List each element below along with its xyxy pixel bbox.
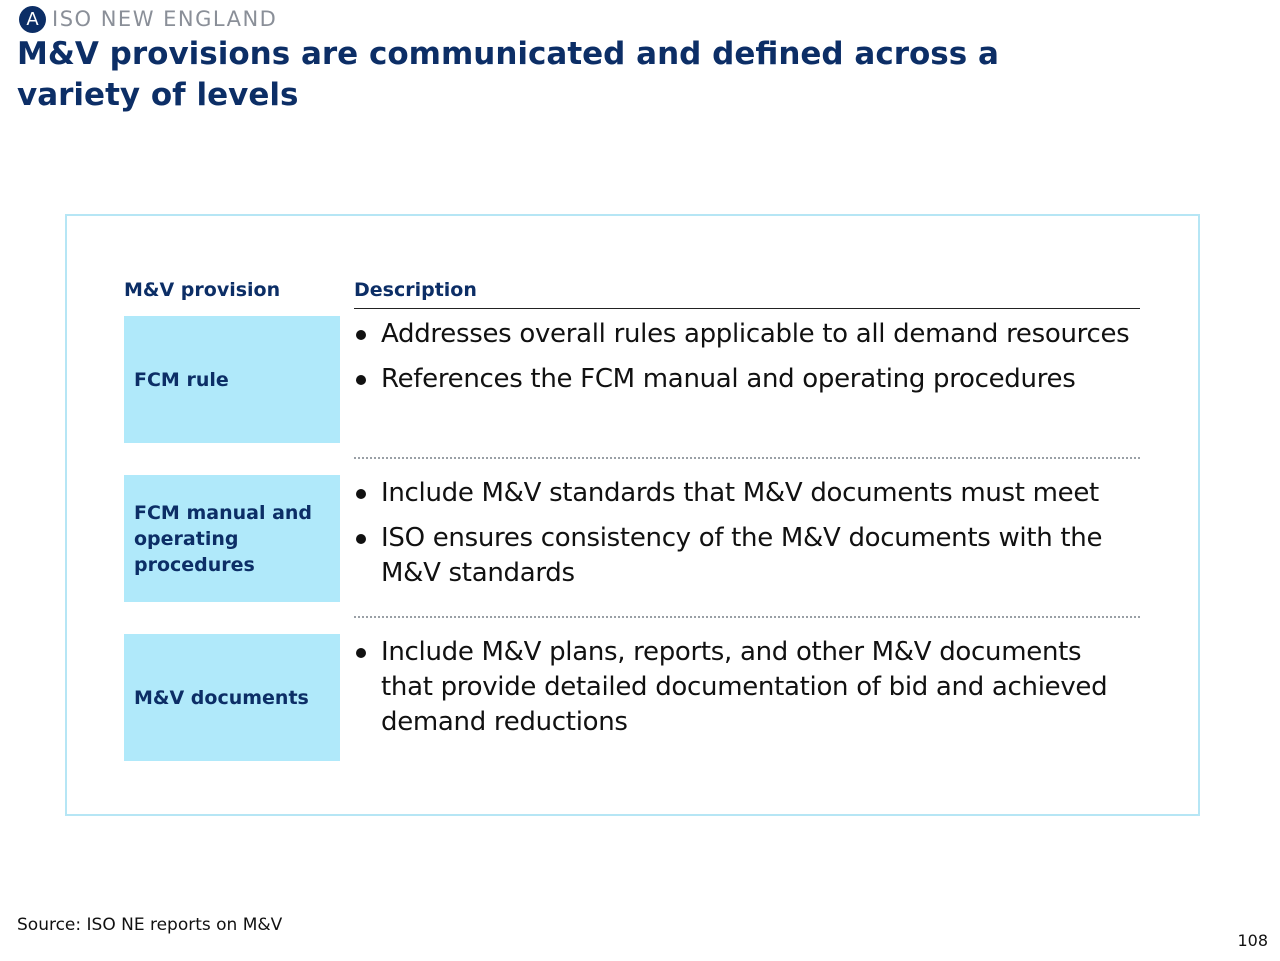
- section-badge: A: [19, 5, 46, 33]
- header-divider: [354, 308, 1140, 309]
- page-number: 108: [1237, 931, 1268, 950]
- description-bullet: ISO ensures consistency of the M&V docum…: [354, 521, 1121, 591]
- bullet-icon: [356, 489, 366, 499]
- bullet-text: ISO ensures consistency of the M&V docum…: [381, 523, 1103, 588]
- bullet-icon: [356, 534, 366, 544]
- content-frame: [65, 214, 1200, 816]
- column-header-provision: M&V provision: [124, 279, 281, 301]
- column-header-description: Description: [354, 279, 477, 301]
- section-label: ISO NEW ENGLAND: [52, 7, 278, 31]
- description-list-mv-documents: Include M&V plans, reports, and other M&…: [354, 635, 1154, 750]
- bullet-icon: [356, 375, 366, 385]
- description-bullet: Addresses overall rules applicable to al…: [354, 317, 1154, 352]
- provision-fcm-rule: FCM rule: [124, 316, 340, 443]
- row-divider: [354, 616, 1140, 618]
- page-title: M&V provisions are communicated and defi…: [17, 36, 999, 113]
- provision-mv-documents: M&V documents: [124, 634, 340, 761]
- description-bullet: Include M&V standards that M&V documents…: [354, 476, 1154, 511]
- description-list-fcm-manual: Include M&V standards that M&V documents…: [354, 476, 1154, 601]
- bullet-text: Include M&V plans, reports, and other M&…: [381, 637, 1108, 737]
- description-list-fcm-rule: Addresses overall rules applicable to al…: [354, 317, 1154, 407]
- provision-fcm-manual: FCM manual and operating procedures: [124, 475, 340, 602]
- description-bullet: References the FCM manual and operating …: [354, 362, 1154, 397]
- section-tag: A ISO NEW ENGLAND: [19, 5, 277, 33]
- description-bullet: Include M&V plans, reports, and other M&…: [354, 635, 1121, 740]
- row-divider: [354, 457, 1140, 459]
- bullet-icon: [356, 648, 366, 658]
- bullet-text: Addresses overall rules applicable to al…: [381, 319, 1130, 349]
- bullet-text: References the FCM manual and operating …: [381, 364, 1076, 394]
- bullet-icon: [356, 330, 366, 340]
- source-note: Source: ISO NE reports on M&V: [17, 915, 283, 935]
- bullet-text: Include M&V standards that M&V documents…: [381, 478, 1099, 508]
